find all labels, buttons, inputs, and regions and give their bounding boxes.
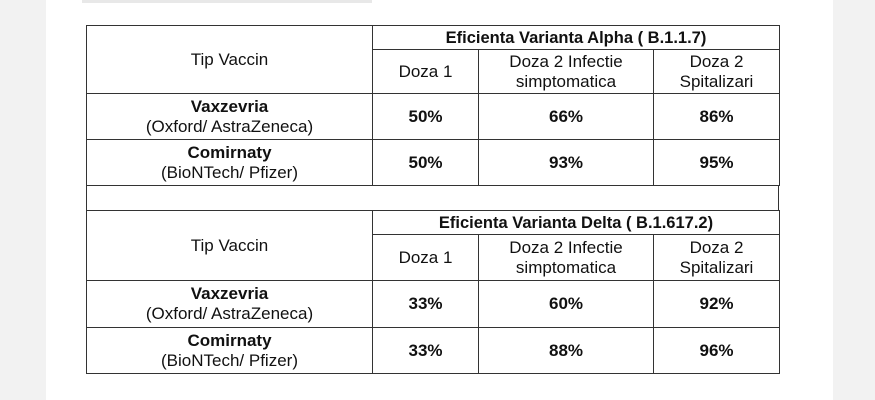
table-spacer-row bbox=[86, 185, 779, 210]
col-header-dose2-hospitalization: Doza 2 Spitalizari bbox=[653, 49, 780, 94]
dose2-hospitalization-value: 92% bbox=[653, 280, 780, 328]
dose2-hospitalization-value: 95% bbox=[653, 139, 780, 186]
table-row: Vaxzevria (Oxford/ AstraZeneca) 33% 60% … bbox=[86, 280, 780, 328]
dose2-infection-value: 66% bbox=[478, 93, 654, 140]
col-header-dose1: Doza 1 bbox=[372, 49, 479, 94]
dose2-infection-value: 93% bbox=[478, 139, 654, 186]
vaccine-maker: (Oxford/ AstraZeneca) bbox=[145, 116, 314, 136]
dose1-value: 50% bbox=[372, 93, 479, 140]
vaccine-cell: Vaxzevria (Oxford/ AstraZeneca) bbox=[86, 280, 373, 328]
dose1-value: 33% bbox=[372, 327, 479, 374]
table-row: Comirnaty (BioNTech/ Pfizer) 50% 93% 95% bbox=[86, 139, 780, 186]
vaccine-name: Vaxzevria bbox=[190, 96, 269, 116]
dose2-infection-value: 60% bbox=[478, 280, 654, 328]
col-header-dose2-infection: Doza 2 Infectie simptomatica bbox=[478, 49, 654, 94]
dose2-hospitalization-value: 96% bbox=[653, 327, 780, 374]
dose2-hospitalization-value: 86% bbox=[653, 93, 780, 140]
dose2-infection-value: 88% bbox=[478, 327, 654, 374]
vaccine-cell: Comirnaty (BioNTech/ Pfizer) bbox=[86, 139, 373, 186]
vaccine-cell: Vaxzevria (Oxford/ AstraZeneca) bbox=[86, 93, 373, 140]
col-header-dose2-infection: Doza 2 Infectie simptomatica bbox=[478, 234, 654, 281]
dose1-value: 50% bbox=[372, 139, 479, 186]
table-row: Comirnaty (BioNTech/ Pfizer) 33% 88% 96% bbox=[86, 327, 780, 374]
table-title: Eficienta Varianta Delta ( B.1.617.2) bbox=[372, 210, 780, 235]
vaccine-name: Vaxzevria bbox=[190, 284, 269, 303]
vaccine-maker: (Oxford/ AstraZeneca) bbox=[145, 304, 314, 323]
col-header-vaccine-type: Tip Vaccin bbox=[86, 25, 373, 94]
dose1-value: 33% bbox=[372, 280, 479, 328]
delta-efficacy-table: Tip Vaccin Eficienta Varianta Delta ( B.… bbox=[86, 210, 780, 374]
vaccine-cell: Comirnaty (BioNTech/ Pfizer) bbox=[86, 327, 373, 374]
col-header-dose1: Doza 1 bbox=[372, 234, 479, 281]
table-title: Eficienta Varianta Alpha ( B.1.1.7) bbox=[372, 25, 780, 50]
vaccine-maker: (BioNTech/ Pfizer) bbox=[161, 350, 298, 370]
vaccine-name: Comirnaty bbox=[187, 330, 272, 350]
col-header-dose2-hospitalization: Doza 2 Spitalizari bbox=[653, 234, 780, 281]
cropped-text-fragment bbox=[82, 0, 372, 3]
table-row: Vaxzevria (Oxford/ AstraZeneca) 50% 66% … bbox=[86, 93, 780, 140]
alpha-efficacy-table: Tip Vaccin Eficienta Varianta Alpha ( B.… bbox=[86, 25, 780, 186]
col-header-vaccine-type: Tip Vaccin bbox=[86, 210, 373, 281]
vaccine-maker: (BioNTech/ Pfizer) bbox=[161, 162, 298, 182]
vaccine-name: Comirnaty bbox=[187, 142, 272, 162]
